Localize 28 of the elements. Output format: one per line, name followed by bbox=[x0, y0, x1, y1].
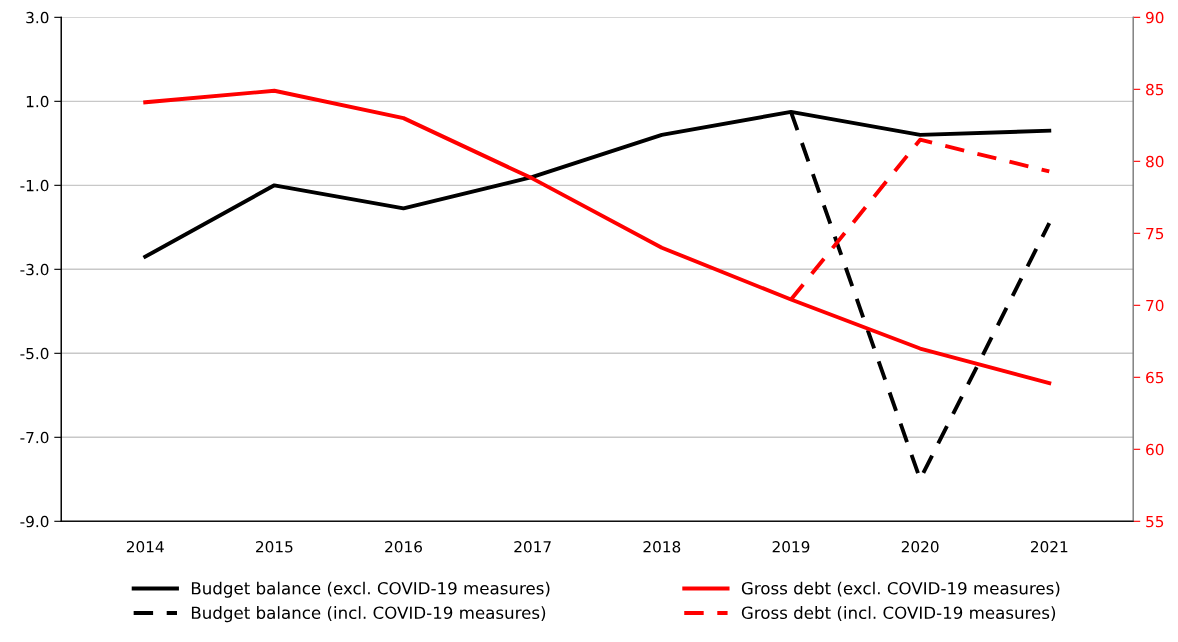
y-tick-label: -1.0 bbox=[20, 179, 49, 192]
y2-tick-label: 55 bbox=[1146, 515, 1164, 528]
y-tick-label: 1.0 bbox=[26, 95, 49, 108]
legend-label: Gross debt (excl. COVID-19 measures) bbox=[741, 581, 1060, 597]
x-tick-label: 2019 bbox=[772, 541, 810, 553]
legend-label: Gross debt (incl. COVID-19 measures) bbox=[741, 606, 1056, 621]
legend-label: Budget balance (incl. COVID-19 measures) bbox=[191, 606, 546, 623]
x-tick-label: 2018 bbox=[643, 541, 681, 553]
x-tick-label: 2020 bbox=[901, 541, 939, 553]
x-tick-label: 2017 bbox=[514, 541, 551, 553]
y2-tick-label: 80 bbox=[1146, 155, 1164, 168]
y-tick-label: 3.0 bbox=[26, 11, 49, 24]
y2-tick-label: 65 bbox=[1146, 371, 1164, 384]
x-tick-label: 2021 bbox=[1030, 541, 1068, 553]
y-tick-label: -9.0 bbox=[20, 515, 49, 528]
y-tick-label: -3.0 bbox=[20, 263, 49, 276]
y-tick-label: -5.0 bbox=[20, 347, 49, 360]
y2-tick-label: 90 bbox=[1146, 11, 1164, 24]
y2-tick-label: 70 bbox=[1146, 299, 1164, 312]
x-tick-label: 2016 bbox=[385, 541, 422, 553]
y2-tick-label: 85 bbox=[1146, 83, 1164, 96]
x-tick-label: 2015 bbox=[256, 541, 293, 553]
y2-tick-label: 75 bbox=[1146, 227, 1164, 240]
legend-label: Budget balance (excl. COVID-19 measures) bbox=[191, 581, 550, 598]
y2-tick-label: 60 bbox=[1146, 443, 1164, 456]
y-tick-label: -7.0 bbox=[20, 431, 49, 444]
x-tick-label: 2014 bbox=[126, 541, 164, 553]
line-series bbox=[143, 88, 1052, 386]
